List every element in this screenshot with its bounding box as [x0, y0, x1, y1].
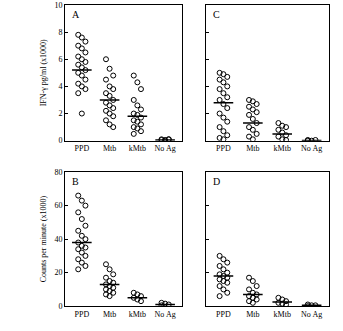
svg-text:20: 20 — [55, 268, 63, 277]
svg-text:PPD: PPD — [74, 310, 89, 319]
svg-text:B: B — [72, 176, 79, 187]
svg-text:No Ag: No Ag — [155, 144, 176, 153]
svg-text:80: 80 — [55, 168, 63, 177]
svg-text:60: 60 — [55, 201, 63, 210]
svg-text:10: 10 — [55, 1, 63, 10]
svg-text:4: 4 — [59, 82, 63, 91]
svg-text:8: 8 — [59, 28, 63, 37]
svg-text:Mtb: Mtb — [246, 144, 259, 153]
svg-text:No Ag: No Ag — [155, 310, 176, 319]
svg-text:No Ag: No Ag — [301, 310, 322, 319]
svg-text:Mtb: Mtb — [103, 144, 116, 153]
svg-text:kMtb: kMtb — [129, 310, 146, 319]
svg-text:No Ag: No Ag — [301, 144, 322, 153]
svg-text:Mtb: Mtb — [246, 310, 259, 319]
svg-text:PPD: PPD — [74, 144, 89, 153]
svg-text:PPD: PPD — [216, 144, 231, 153]
svg-text:C: C — [213, 9, 220, 20]
svg-text:0: 0 — [59, 136, 63, 145]
svg-text:0: 0 — [59, 302, 63, 311]
svg-text:40: 40 — [55, 235, 63, 244]
svg-text:Counts per minute (x1000): Counts per minute (x1000) — [39, 196, 48, 283]
svg-text:2: 2 — [59, 109, 63, 118]
svg-text:A: A — [72, 9, 80, 20]
svg-text:PPD: PPD — [216, 310, 231, 319]
svg-text:D: D — [213, 176, 220, 187]
svg-text:kMtb: kMtb — [274, 310, 291, 319]
svg-text:kMtb: kMtb — [129, 144, 146, 153]
svg-text:kMtb: kMtb — [274, 144, 291, 153]
svg-text:Mtb: Mtb — [103, 310, 116, 319]
svg-text:IFN-γ pg/ml (x1000): IFN-γ pg/ml (x1000) — [39, 39, 48, 106]
svg-text:6: 6 — [59, 55, 63, 64]
